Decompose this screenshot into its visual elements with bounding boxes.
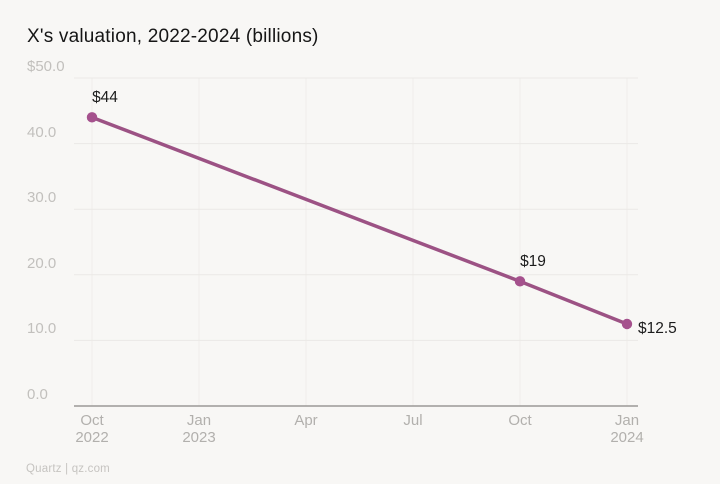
x-tick-month: Jan	[186, 412, 212, 429]
x-axis-tick-label: Apr	[294, 412, 317, 429]
x-axis-tick-label: Jan 2023	[182, 412, 215, 446]
x-axis-tick-label: Oct	[508, 412, 531, 429]
x-tick-year: 2022	[75, 429, 109, 446]
x-axis-tick-label: Jan 2024	[610, 412, 643, 446]
y-axis-tick-label: 0.0	[27, 386, 48, 403]
y-axis-tick-label: 30.0	[27, 189, 57, 207]
x-tick-year: 2023	[182, 429, 216, 446]
valuation-line	[90, 115, 629, 326]
x-axis-tick-label: Jul	[403, 412, 422, 429]
data-point-marker	[514, 276, 526, 287]
y-axis-tick-label: 10.0	[27, 320, 57, 338]
data-point-marker	[86, 112, 98, 123]
x-tick-month: Oct	[508, 412, 532, 429]
data-point-label: $12.5	[638, 320, 677, 337]
x-tick-month: Oct	[80, 412, 104, 429]
data-point-label: $44	[92, 89, 118, 107]
x-tick-month: Apr	[294, 412, 318, 429]
x-tick-month: Jul	[403, 412, 423, 429]
data-point-marker	[621, 318, 633, 330]
x-tick-year: 2024	[610, 429, 644, 446]
source-attribution: Quartz | qz.com	[26, 463, 110, 475]
y-axis-tick-label: 20.0	[27, 254, 57, 272]
y-axis-tick-label: $50.0	[27, 58, 65, 75]
x-axis-tick-label: Oct 2022	[75, 412, 108, 446]
chart-title: X's valuation, 2022-2024 (billions)	[27, 26, 319, 47]
data-point-label: $19	[520, 253, 546, 271]
x-tick-month: Jan	[614, 412, 640, 429]
y-axis-tick-label: 40.0	[27, 123, 57, 141]
